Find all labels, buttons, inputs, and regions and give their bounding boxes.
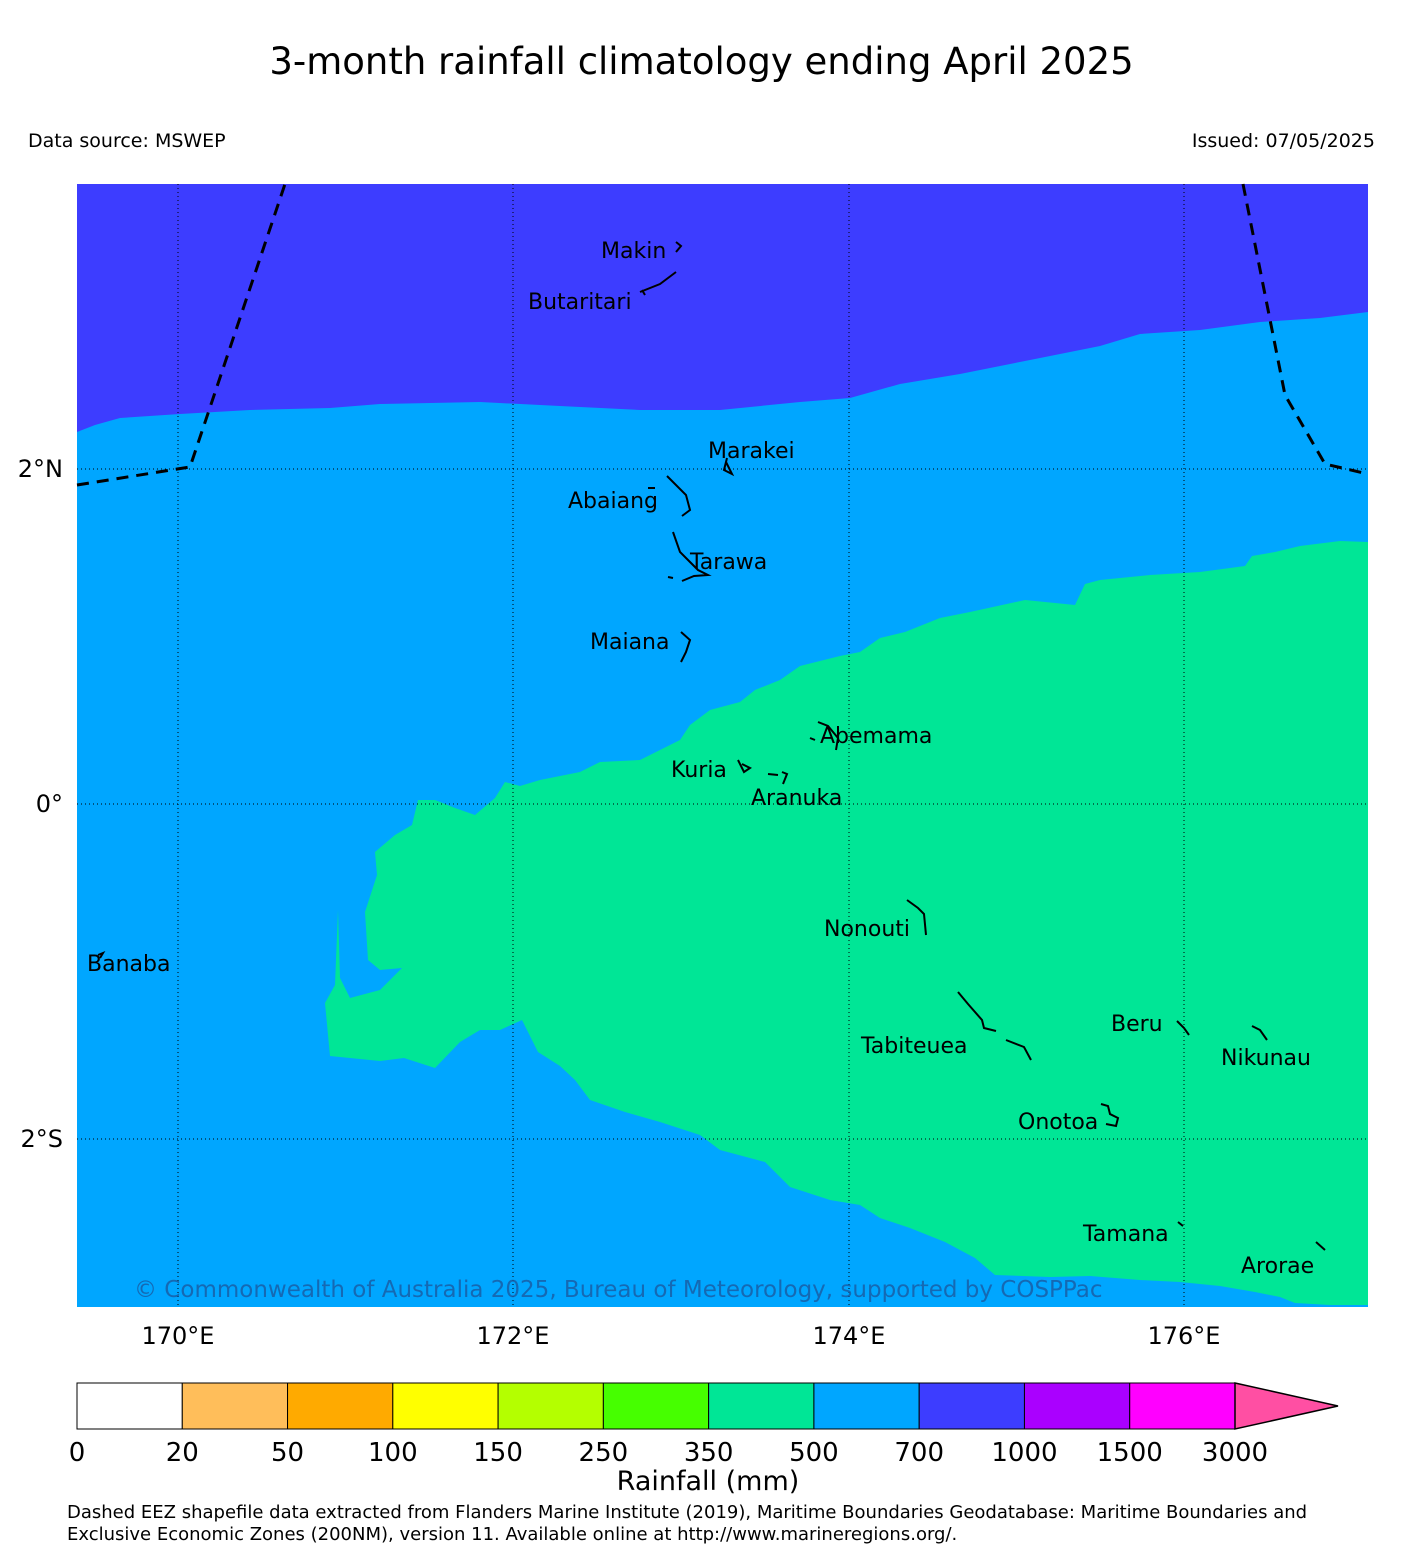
island-tamana-shape [1177, 1221, 1184, 1227]
data-source: Data source: MSWEP [28, 130, 226, 152]
eez-boundaries [76, 183, 1369, 487]
island-aranuka-shape [767, 771, 789, 785]
colorbar-segment-6 [708, 1382, 815, 1430]
colorbar-segment-7 [813, 1382, 920, 1430]
island-abemama-shape [809, 721, 840, 751]
place-label-butaritari: Butaritari [528, 290, 632, 315]
colorbar-extend-arrow [1234, 1382, 1339, 1430]
place-label-maiana: Maiana [590, 630, 669, 655]
lat-tick-labels: 2°N 0° 2°S [18, 455, 63, 1153]
island-onotoa-shape [1100, 1103, 1120, 1128]
lon-tick-172e: 172°E [477, 1322, 550, 1350]
lon-tick-170e: 170°E [142, 1322, 215, 1350]
lat-tick-2s: 2°S [20, 1125, 63, 1153]
eez-boundary-east [1241, 183, 1369, 476]
colorbar-tick-3: 100 [368, 1438, 418, 1468]
place-label-nikunau: Nikunau [1221, 1046, 1311, 1071]
colorbar-segment-1 [181, 1382, 289, 1430]
place-label-tamana: Tamana [1082, 1222, 1169, 1247]
island-outlines [97, 241, 1326, 1251]
island-kuria-shape [737, 759, 752, 774]
footnote: Dashed EEZ shapefile data extracted from… [67, 1502, 1307, 1546]
place-label-abaiang: Abaiang [568, 489, 658, 514]
lat-tick-2n: 2°N [18, 455, 63, 483]
colorbar-tick-4: 150 [473, 1438, 523, 1468]
place-label-onotoa: Onotoa [1018, 1110, 1098, 1135]
place-label-kuria: Kuria [671, 758, 727, 783]
colorbar-segment-5 [602, 1382, 710, 1430]
rain-zone-350-500 [325, 541, 1368, 1305]
island-tarawa-shape [667, 531, 712, 582]
map-area [77, 184, 1368, 1307]
island-beru-shape [1176, 1020, 1190, 1036]
colorbar-segment-0 [76, 1382, 183, 1430]
colorbar-segment-9 [1023, 1382, 1131, 1430]
footnote-line-1: Dashed EEZ shapefile data extracted from… [67, 1502, 1308, 1523]
copyright-watermark: © Commonwealth of Australia 2025, Bureau… [134, 1277, 1103, 1303]
issued-date: Issued: 07/05/2025 [1191, 130, 1375, 152]
island-arorae-shape [1315, 1241, 1326, 1251]
place-label-beru: Beru [1111, 1012, 1163, 1037]
lon-tick-176e: 176°E [1148, 1322, 1221, 1350]
colorbar-segment-8 [918, 1382, 1025, 1430]
island-butaritari-shape [639, 271, 677, 296]
place-labels: Makin Butaritari Marakei Abaiang Tarawa … [87, 239, 1314, 1279]
island-tabiteuea-shape [957, 991, 1032, 1061]
island-marakei-shape [722, 457, 735, 477]
colorbar-tick-0: 0 [69, 1438, 86, 1468]
lon-tick-174e: 174°E [813, 1322, 886, 1350]
place-label-arorae: Arorae [1241, 1254, 1314, 1279]
colorbar-tick-11: 3000 [1202, 1438, 1268, 1468]
island-abaiang-shape [648, 475, 692, 517]
colorbar-segments [76, 1382, 1236, 1430]
place-label-aranuka: Aranuka [751, 786, 842, 811]
colorbar-label: Rainfall (mm) [617, 1466, 800, 1497]
place-label-banaba: Banaba [87, 952, 170, 977]
colorbar-tick-10: 1500 [1097, 1438, 1163, 1468]
colorbar-tick-8: 700 [894, 1438, 944, 1468]
colorbar-tick-6: 350 [684, 1438, 734, 1468]
lat-tick-0: 0° [36, 790, 63, 818]
colorbar-tick-1: 20 [166, 1438, 199, 1468]
colorbar-tick-9: 1000 [991, 1438, 1057, 1468]
footnote-line-2: Exclusive Economic Zones (200NM), versio… [67, 1524, 958, 1545]
island-banaba-shape [97, 950, 106, 959]
colorbar-segment-2 [287, 1382, 394, 1430]
place-label-nonouti: Nonouti [824, 917, 910, 942]
lon-tick-labels: 170°E 172°E 174°E 176°E [142, 1322, 1221, 1350]
colorbar: 0 20 50 100 150 250 350 500 700 1000 1500 3000 Rain… [69, 1382, 1339, 1497]
island-nonouti-shape [906, 899, 927, 936]
map-title: 3-month rainfall climatology ending Apri… [269, 40, 1134, 83]
colorbar-segment-3 [392, 1382, 499, 1430]
island-nikunau-shape [1251, 1025, 1268, 1041]
colorbar-tick-5: 250 [579, 1438, 629, 1468]
island-makin-shape [675, 241, 683, 253]
colorbar-segment-10 [1129, 1382, 1236, 1430]
place-label-makin: Makin [601, 239, 666, 264]
place-label-marakei: Marakei [708, 439, 795, 464]
colorbar-tick-2: 50 [271, 1438, 304, 1468]
colorbar-ticks: 0 20 50 100 150 250 350 500 700 1000 1500 3000 [69, 1438, 1268, 1468]
place-label-abemama: Abemama [820, 724, 932, 749]
colorbar-tick-7: 500 [789, 1438, 839, 1468]
island-maiana-shape [680, 631, 692, 663]
place-label-tabiteuea: Tabiteuea [860, 1034, 967, 1059]
colorbar-segment-4 [497, 1382, 604, 1430]
place-label-tarawa: Tarawa [689, 550, 767, 575]
